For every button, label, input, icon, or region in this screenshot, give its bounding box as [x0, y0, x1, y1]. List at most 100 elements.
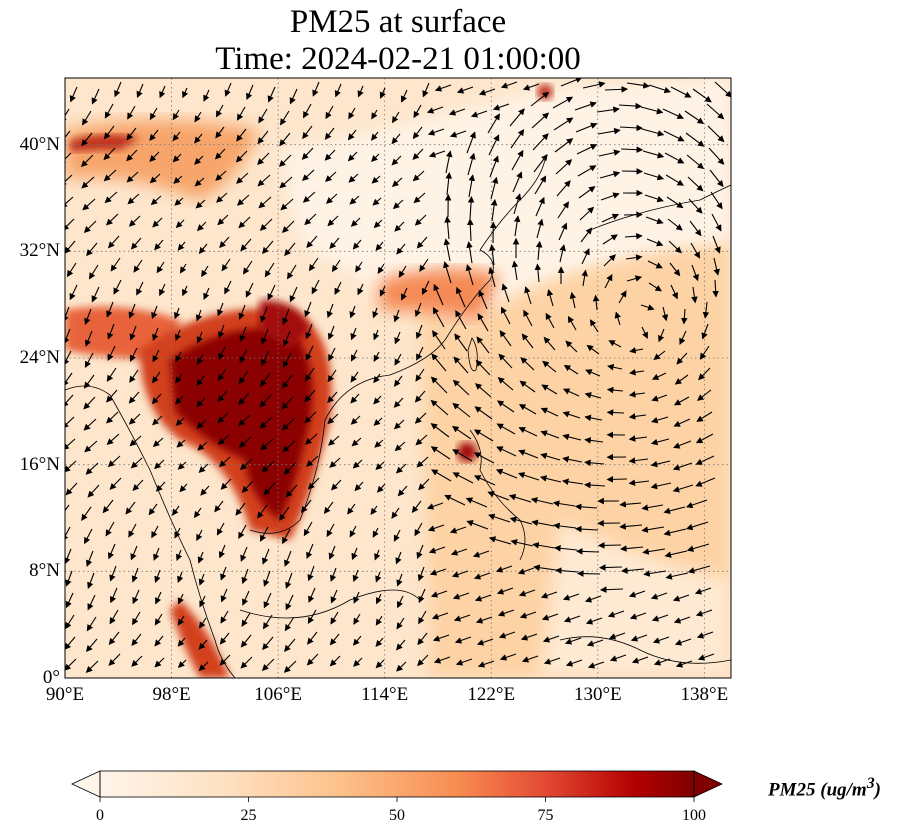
- wind-arrow: [263, 482, 276, 496]
- wind-arrow: [517, 472, 540, 481]
- wind-arrow: [643, 570, 667, 577]
- wind-arrow: [600, 192, 620, 201]
- wind-arrow: [65, 658, 77, 671]
- wind-arrow: [434, 84, 452, 92]
- wind-arrow: [415, 434, 428, 446]
- wind-arrow: [452, 449, 473, 462]
- wind-arrow: [281, 396, 294, 410]
- wind-arrow: [561, 478, 584, 486]
- wind-arrow: [685, 521, 709, 531]
- wind-arrow: [695, 477, 716, 487]
- wind-arrow: [331, 259, 341, 273]
- wind-arrow: [326, 523, 335, 538]
- wind-arrow: [476, 638, 494, 646]
- wind-arrow: [259, 394, 272, 408]
- wind-arrow: [393, 529, 401, 542]
- wind-arrow: [432, 306, 445, 328]
- wind-arrow: [379, 285, 386, 297]
- wind-arrow: [428, 150, 446, 158]
- wind-arrow: [565, 340, 578, 353]
- wind-arrow: [391, 507, 400, 519]
- wind-arrow: [80, 154, 94, 168]
- wind-arrow: [151, 305, 158, 320]
- wind-arrow: [488, 513, 511, 523]
- wind-arrow: [599, 170, 621, 179]
- wind-arrow: [154, 613, 163, 626]
- wind-arrow: [105, 213, 119, 226]
- wind-arrow: [641, 326, 648, 339]
- colorbar-tick-label: 25: [240, 807, 257, 824]
- wind-arrow: [375, 637, 384, 647]
- wind-arrow: [489, 244, 496, 266]
- wind-arrow: [240, 546, 248, 562]
- wind-arrow: [606, 386, 624, 394]
- wind-arrow: [198, 573, 205, 586]
- wind-arrow: [109, 609, 119, 625]
- wind-arrow: [414, 522, 423, 537]
- wind-arrow: [177, 615, 185, 626]
- wind-arrow: [108, 631, 120, 646]
- wind-arrow: [497, 609, 515, 617]
- wind-arrow: [597, 127, 621, 135]
- wind-arrow: [629, 347, 644, 354]
- wind-arrow: [324, 149, 336, 161]
- wind-arrow: [714, 81, 731, 98]
- wind-arrow: [500, 81, 518, 89]
- wind-arrow: [329, 457, 341, 468]
- wind-arrow: [305, 323, 313, 340]
- wind-arrow: [282, 308, 290, 325]
- wind-arrow: [113, 279, 122, 295]
- wind-arrow: [391, 155, 402, 166]
- wind-arrow: [81, 132, 93, 147]
- wind-arrow: [224, 280, 232, 295]
- wind-arrow: [194, 111, 202, 123]
- wind-arrow: [629, 368, 645, 376]
- wind-arrow: [569, 291, 577, 309]
- wind-arrow: [391, 111, 400, 124]
- wind-arrow: [354, 481, 364, 492]
- wind-arrow: [520, 633, 538, 641]
- wind-arrow: [131, 633, 142, 646]
- wind-arrow: [555, 159, 573, 175]
- wind-arrow: [177, 593, 184, 605]
- wind-arrow: [197, 441, 208, 451]
- wind-arrow: [177, 571, 184, 583]
- wind-arrow: [126, 149, 138, 162]
- wind-arrow: [417, 654, 429, 667]
- wind-arrow: [608, 340, 622, 348]
- wind-arrow: [215, 170, 227, 181]
- wind-arrow: [712, 235, 721, 254]
- wind-arrow: [665, 572, 689, 580]
- wind-arrow: [289, 88, 298, 105]
- wind-arrow: [151, 393, 162, 405]
- wind-arrow: [109, 587, 118, 604]
- wind-arrow: [444, 215, 451, 240]
- wind-arrow: [305, 345, 314, 361]
- wind-arrow: [562, 411, 581, 419]
- wind-arrow: [195, 199, 206, 209]
- wind-arrow: [65, 614, 75, 630]
- wind-arrow: [349, 195, 360, 205]
- wind-arrow: [585, 617, 603, 625]
- wind-arrow: [152, 327, 159, 342]
- wind-arrow: [686, 543, 710, 552]
- wind-arrow: [370, 505, 378, 516]
- wind-arrow: [196, 353, 204, 366]
- wind-arrow: [214, 500, 224, 513]
- wind-arrow: [450, 548, 468, 556]
- wind-arrow: [173, 175, 183, 184]
- wind-arrow: [152, 415, 163, 426]
- wind-arrow: [174, 329, 182, 342]
- wind-arrow: [375, 593, 382, 605]
- wind-arrow: [553, 522, 577, 530]
- wind-arrow: [304, 411, 317, 424]
- wind-arrow: [176, 439, 186, 448]
- wind-arrow: [499, 653, 517, 661]
- wind-arrow: [670, 86, 692, 98]
- wind-arrow: [601, 213, 620, 223]
- wind-arrow: [685, 132, 705, 147]
- wind-arrow: [599, 586, 624, 593]
- wind-arrow: [203, 287, 210, 300]
- wind-arrow: [414, 412, 427, 424]
- wind-arrow: [624, 232, 643, 240]
